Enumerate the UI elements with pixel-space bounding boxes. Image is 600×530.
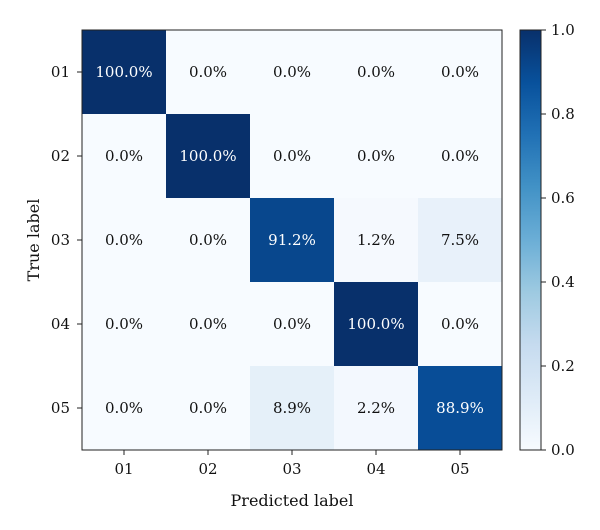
cell-value-label: 1.2% (357, 231, 395, 249)
cell-value-label: 0.0% (189, 231, 227, 249)
heatmap-cell-01-05 (418, 30, 503, 115)
cell-value-label: 0.0% (273, 147, 311, 165)
colorbar-tick-label: 0.4 (551, 273, 575, 291)
cell-value-label: 91.2% (268, 231, 316, 249)
cell-value-label: 0.0% (441, 315, 479, 333)
heatmap-cell-01-01 (82, 30, 167, 115)
heatmap-cell-02-05 (418, 114, 503, 199)
colorbar-ticks: 0.0 0.2 0.4 0.6 0.8 1.0 (541, 21, 575, 459)
cell-value-label: 0.0% (273, 315, 311, 333)
heatmap-cell-05-03 (250, 366, 335, 451)
x-tick-label: 03 (282, 460, 301, 478)
heatmap-cell-02-01 (82, 114, 167, 199)
y-axis-ticks: 01 02 03 04 05 (51, 63, 82, 417)
cell-value-label: 0.0% (105, 315, 143, 333)
heatmap-cell-03-04 (334, 198, 419, 283)
y-tick-label: 05 (51, 399, 70, 417)
cell-value-label: 0.0% (441, 63, 479, 81)
heatmap-cell-02-03 (250, 114, 335, 199)
heatmap-cell-01-02 (166, 30, 251, 115)
heatmap-cell-05-02 (166, 366, 251, 451)
heatmap-cell-04-03 (250, 282, 335, 367)
cell-value-label: 0.0% (105, 399, 143, 417)
cell-value-label: 100.0% (347, 315, 404, 333)
cell-value-label: 7.5% (441, 231, 479, 249)
cell-value-label: 100.0% (95, 63, 152, 81)
heatmap-cell-05-04 (334, 366, 419, 451)
x-tick-label: 04 (366, 460, 385, 478)
y-tick-label: 03 (51, 231, 70, 249)
cell-value-label: 88.9% (436, 399, 484, 417)
heatmap-cell-04-02 (166, 282, 251, 367)
colorbar-tick-label: 1.0 (551, 21, 575, 39)
cell-value-label: 0.0% (357, 147, 395, 165)
cell-value-label: 2.2% (357, 399, 395, 417)
y-tick-label: 04 (51, 315, 70, 333)
y-tick-label: 02 (51, 147, 70, 165)
x-axis-ticks: 01 02 03 04 05 (114, 450, 470, 478)
cell-value-label: 0.0% (273, 63, 311, 81)
heatmap-cell-03-01 (82, 198, 167, 283)
heatmap-cell-01-03 (250, 30, 335, 115)
heatmap-cell-03-02 (166, 198, 251, 283)
heatmap-cell-02-02 (166, 114, 251, 199)
heatmap-cell-04-04 (334, 282, 419, 367)
colorbar-gradient (519, 29, 542, 451)
heatmap-cell-05-05 (418, 366, 503, 451)
cell-value-label: 8.9% (273, 399, 311, 417)
colorbar-tick-label: 0.8 (551, 105, 575, 123)
x-tick-label: 05 (450, 460, 469, 478)
heatmap-cell-03-03 (250, 198, 335, 283)
heatmap-cell-04-01 (82, 282, 167, 367)
colorbar-tick-label: 0.6 (551, 189, 575, 207)
cell-value-label: 0.0% (189, 399, 227, 417)
x-tick-label: 02 (198, 460, 217, 478)
heatmap-cells: 100.0% 0.0% 0.0% 0.0% 0.0% 0.0% 100.0% 0.0% 0.0%… (82, 30, 503, 451)
cell-value-label: 0.0% (105, 231, 143, 249)
x-tick-label: 01 (114, 460, 133, 478)
cell-value-label: 0.0% (357, 63, 395, 81)
colorbar-tick-label: 0.0 (551, 441, 575, 459)
x-axis-label: Predicted label (231, 491, 354, 510)
cell-value-label: 0.0% (441, 147, 479, 165)
heatmap-cell-04-05 (418, 282, 503, 367)
heatmap-cell-01-04 (334, 30, 419, 115)
cell-value-label: 0.0% (189, 63, 227, 81)
colorbar-tick-label: 0.2 (551, 357, 575, 375)
heatmap-cell-05-01 (82, 366, 167, 451)
cell-value-label: 100.0% (179, 147, 236, 165)
heatmap-cell-02-04 (334, 114, 419, 199)
y-tick-label: 01 (51, 63, 70, 81)
cell-value-label: 0.0% (189, 315, 227, 333)
colorbar: 0.0 0.2 0.4 0.6 0.8 1.0 (519, 21, 575, 459)
heatmap-cell-03-05 (418, 198, 503, 283)
y-axis-label: True label (24, 199, 43, 282)
cell-value-label: 0.0% (105, 147, 143, 165)
